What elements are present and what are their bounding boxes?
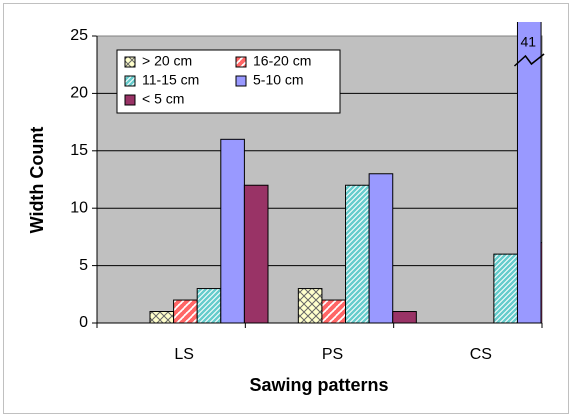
y-tick-label: 10 [70,199,88,216]
bar [516,22,542,323]
legend-swatch [235,75,247,87]
legend-label: 5-10 cm [253,72,304,88]
bar [392,311,417,323]
legend: > 20 cm 16-20 cm 11-15 cm 5-10 cm < 5 cm [116,49,341,114]
axis-break [513,53,545,67]
x-axis-title: Sawing patterns [249,375,388,395]
bar [368,173,394,323]
y-tick-label: 0 [79,314,88,331]
bar [243,184,269,323]
legend-swatch [124,56,136,68]
y-tick-label: 25 [70,27,88,44]
legend-box [116,49,341,114]
legend-label: 11-15 cm [142,72,199,88]
value-label: 41 [520,34,536,50]
bars [149,22,542,323]
bar [297,288,323,323]
legend-label: > 20 cm [142,53,192,69]
bar [345,184,370,323]
bar [149,311,175,323]
y-tick-label: 15 [70,142,88,159]
legend-label: 16-20 cm [253,53,311,69]
bar [493,253,518,323]
x-tick-label: PS [322,346,343,363]
legend-swatch [235,56,247,68]
bar [196,288,222,323]
y-tick-label: 20 [70,85,88,102]
legend-swatch [124,75,136,87]
bar [321,299,347,323]
y-axis-title: Width Count [27,127,47,234]
legend-swatch [124,94,136,106]
x-tick-label: LS [174,346,194,363]
bar [220,138,245,323]
bar [540,242,542,323]
legend-label: < 5 cm [142,91,184,107]
bar [173,299,198,323]
y-tick-label: 5 [79,257,88,274]
x-tick-label: CS [470,346,492,363]
